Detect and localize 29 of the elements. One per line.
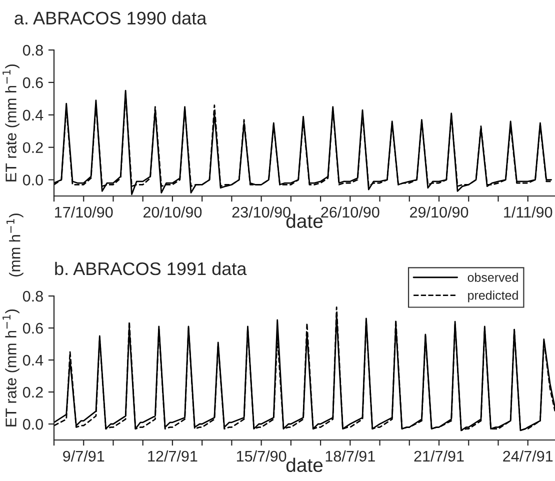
x-tick-label: 26/10/90 [321,206,380,218]
x-tick-label: 21/7/91 [414,450,464,462]
y-tick-label: 0.2 [22,142,43,154]
x-tick-label: 12/7/91 [148,450,198,462]
y-tick-label: 0.0 [22,418,43,430]
x-tick-label: 18/7/91 [326,450,375,462]
y-tick-label: 0.4 [22,354,44,366]
text: (mm h$^{−1}$) [6,214,24,276]
y-tick-label: 0.2 [22,386,43,398]
legend-label: observed [468,272,518,282]
x-tick-label: 1/11/90 [504,206,552,218]
y-tick-label: 0.0 [22,174,43,186]
x-tick-label: 15/7/90 [236,450,286,462]
y-axis-title: ET rate (mm h$^{−1}$) [2,64,20,182]
x-tick-label: 9/7/91 [63,450,104,462]
x-tick-label: 17/10/90 [55,206,113,218]
legend-label: predicted [468,290,518,302]
y-tick-label: 0.8 [22,44,43,56]
chart-title: b. ABRACOS 1991 data [55,262,247,276]
x-tick-label: 29/10/90 [410,206,468,218]
chart-title: a. ABRACOS 1990 data [14,11,207,25]
x-tick-label: 24/7/91 [503,450,553,462]
y-tick-label: 0.8 [22,290,43,302]
y-axis-title: ET rate (mm h$^{−1}$) [2,309,20,426]
y-tick-label: 0.6 [22,77,43,88]
y-tick-label: 0.4 [22,110,44,121]
x-axis-title: date [286,458,323,472]
x-tick-label: 20/10/90 [144,206,202,218]
y-tick-label: 0.6 [22,322,43,334]
